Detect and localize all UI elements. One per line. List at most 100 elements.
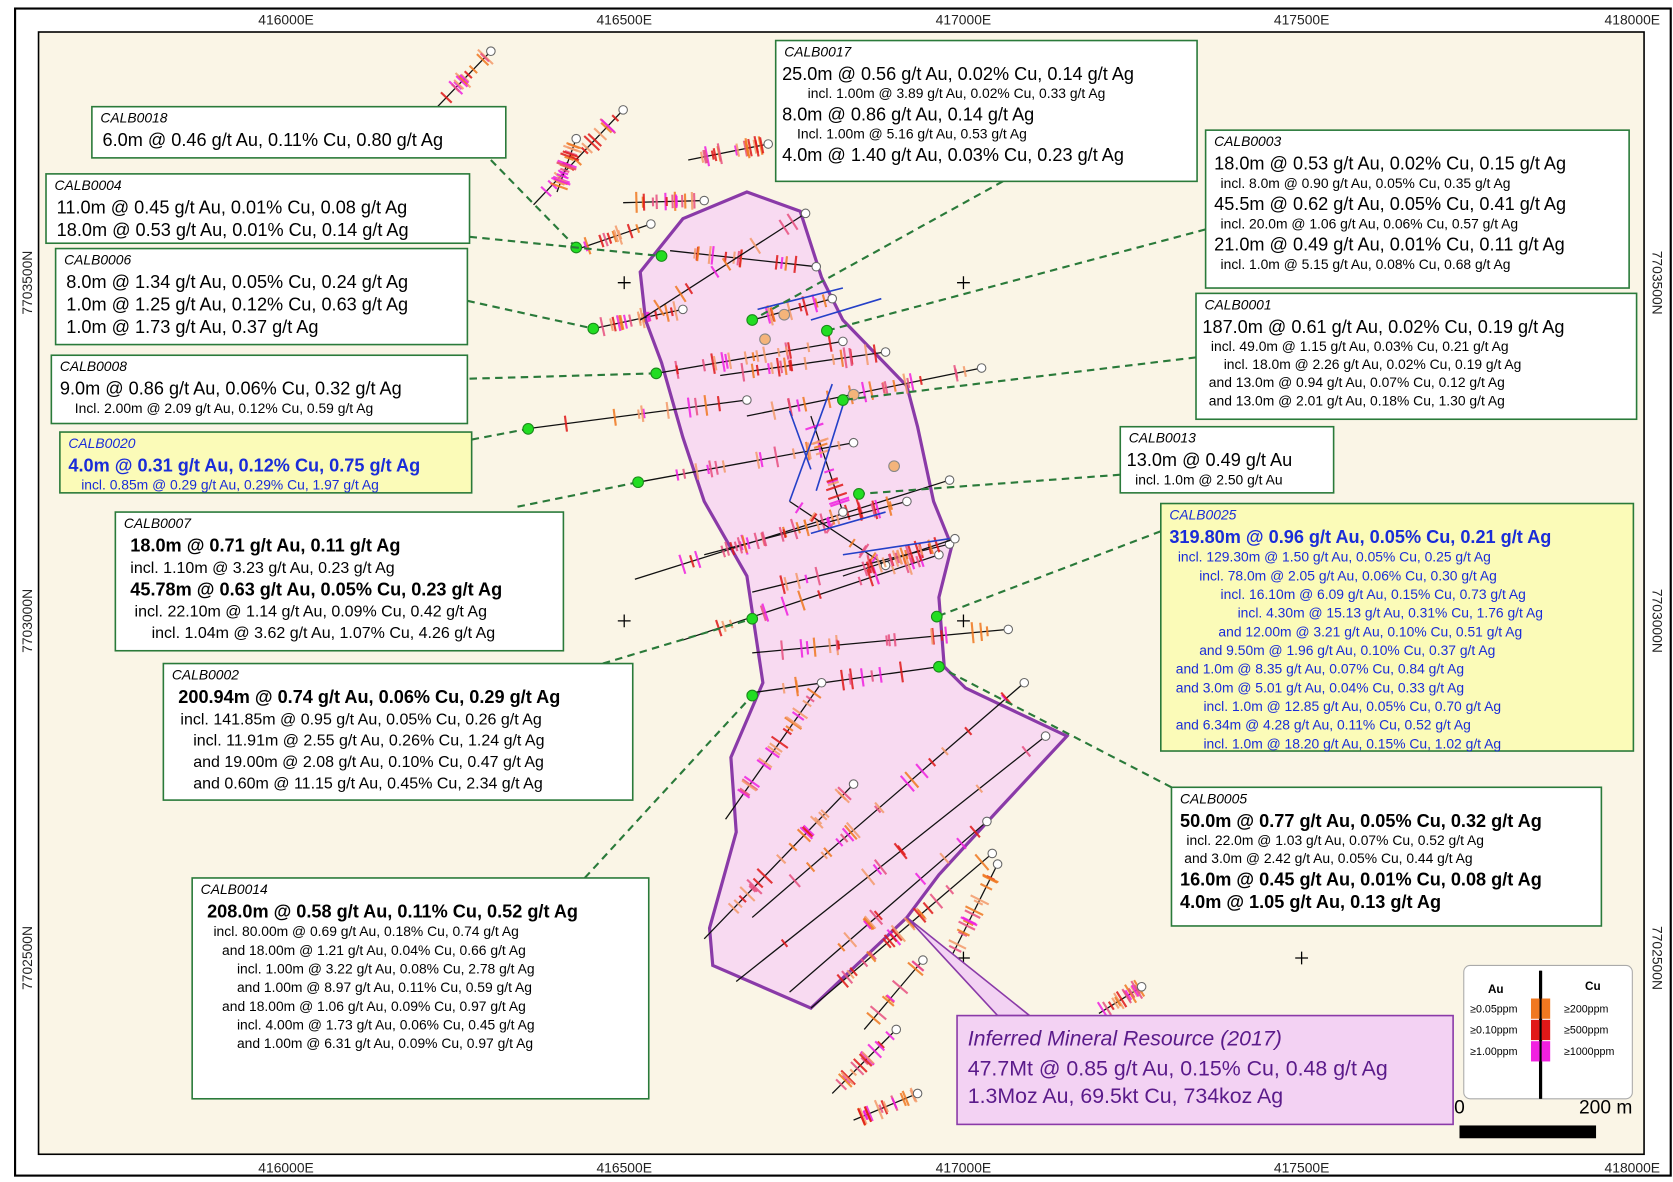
northing-label: 7703000N xyxy=(19,589,35,653)
outer-frame xyxy=(14,7,1672,1177)
collar-target xyxy=(587,322,600,335)
assay-tick xyxy=(831,353,836,365)
collar xyxy=(1136,981,1147,992)
assay-tick xyxy=(876,1040,885,1049)
assay-tick xyxy=(675,469,680,481)
assay-tick xyxy=(848,347,853,367)
assay-tick xyxy=(758,452,764,468)
assay-tick xyxy=(1130,984,1140,997)
assay-tick xyxy=(784,716,803,730)
assay-tick xyxy=(843,931,858,948)
collar xyxy=(742,395,752,405)
assay-tick xyxy=(727,902,740,914)
assay-tick xyxy=(813,442,828,449)
fault xyxy=(757,287,844,311)
callout-line: incl. 0.85m @ 0.29 g/t Au, 0.29% Cu, 1.9… xyxy=(81,477,379,493)
assay-tick xyxy=(769,306,776,323)
grid-cross xyxy=(957,614,970,628)
assay-tick xyxy=(775,357,781,377)
assay-tick xyxy=(614,225,624,245)
callout-id: CALB0013 xyxy=(1129,430,1196,446)
assay-tick xyxy=(635,191,638,213)
callout-line: incl. 18.0m @ 2.26 g/t Au, 0.02% Cu, 0.1… xyxy=(1224,356,1522,372)
callout-box xyxy=(91,105,507,159)
callout-line: and 1.00m @ 6.31 g/t Au, 0.09% Cu, 0.97 … xyxy=(237,1035,533,1051)
assay-tick xyxy=(560,152,580,162)
assay-tick xyxy=(930,628,934,645)
assay-tick xyxy=(776,854,787,865)
callout-line: 50.0m @ 0.77 g/t Au, 0.05% Cu, 0.32 g/t … xyxy=(1180,811,1542,831)
assay-tick xyxy=(869,1005,887,1021)
assay-tick xyxy=(686,397,692,418)
callout-box xyxy=(50,354,469,425)
assay-tick xyxy=(764,307,772,324)
assay-tick xyxy=(825,483,844,492)
assay-tick xyxy=(803,519,810,537)
assay-tick xyxy=(563,415,569,432)
assay-tick xyxy=(872,344,878,363)
assay-tick xyxy=(622,314,629,329)
assay-tick xyxy=(761,603,770,622)
collar-old xyxy=(778,308,791,321)
callout-line: 1.0m @ 1.25 g/t Au, 0.12% Cu, 0.63 g/t A… xyxy=(66,294,408,314)
assay-tick xyxy=(835,837,844,847)
assay-tick xyxy=(555,180,566,186)
collar xyxy=(1040,731,1051,741)
callout-line: and 0.60m @ 11.15 g/t Au, 0.45% Cu, 2.34… xyxy=(193,775,543,792)
assay-tick xyxy=(754,139,759,153)
fault xyxy=(810,297,882,321)
assay-tick xyxy=(954,368,959,378)
callout-box xyxy=(191,877,650,1100)
assay-tick xyxy=(551,176,571,186)
callout-id: CALB0005 xyxy=(1180,790,1247,806)
assay-tick xyxy=(868,950,877,961)
assay-tick xyxy=(1113,992,1125,1010)
assay-tick xyxy=(823,847,833,858)
assay-tick xyxy=(736,250,741,266)
assay-tick xyxy=(738,249,743,268)
assay-tick xyxy=(769,742,783,753)
callout-line: Incl. 1.00m @ 5.16 g/t Au, 0.53 g/t Ag xyxy=(797,126,1027,142)
assay-tick xyxy=(964,726,973,736)
assay-tick xyxy=(894,552,901,564)
callout-line: incl. 1.0m @ 2.50 g/t Au xyxy=(1135,471,1282,487)
callout-line: incl. 1.0m @ 18.20 g/t Au, 0.15% Cu, 1.0… xyxy=(1203,735,1501,751)
scale-label: 200 m xyxy=(1579,1098,1632,1119)
callout-line: and 18.00m @ 1.21 g/t Au, 0.04% Cu, 0.66… xyxy=(222,942,526,958)
collar-old xyxy=(847,388,860,401)
callout-line: incl. 1.10m @ 3.23 g/t Au, 0.23 g/t Ag xyxy=(130,560,394,577)
legend-au: ≥0.10ppm xyxy=(1470,1025,1517,1037)
legend-header: Cu xyxy=(1585,980,1601,993)
collar xyxy=(987,848,998,859)
assay-tick xyxy=(806,687,822,699)
assay-tick xyxy=(866,950,877,963)
assay-tick xyxy=(640,405,645,423)
assay-tick xyxy=(611,230,618,243)
leader-line xyxy=(938,665,1172,789)
leader-line xyxy=(583,694,754,879)
collar xyxy=(678,304,688,315)
assay-tick xyxy=(890,565,896,575)
assay-tick xyxy=(888,501,893,511)
assay-tick xyxy=(809,815,824,829)
assay-tick xyxy=(885,1030,895,1041)
assay-tick xyxy=(802,699,812,708)
assay-tick xyxy=(693,397,699,416)
assay-tick xyxy=(805,422,824,431)
assay-tick xyxy=(944,626,948,644)
assay-tick xyxy=(835,1078,848,1091)
callout-id: CALB0017 xyxy=(784,44,852,60)
assay-tick xyxy=(794,502,804,514)
assay-tick xyxy=(788,842,798,852)
leader-line xyxy=(842,356,1197,402)
drill-hole xyxy=(525,399,747,430)
assay-tick xyxy=(562,150,579,159)
easting-label: 417000E xyxy=(936,1159,992,1175)
assay-tick xyxy=(735,143,741,157)
assay-tick xyxy=(874,499,882,519)
assay-tick xyxy=(929,893,944,909)
assay-tick xyxy=(863,915,877,930)
assay-tick xyxy=(788,360,792,371)
drill-hole xyxy=(752,298,833,321)
callout-line: incl. 8.0m @ 0.90 g/t Au, 0.05% Cu, 0.35… xyxy=(1221,175,1511,191)
